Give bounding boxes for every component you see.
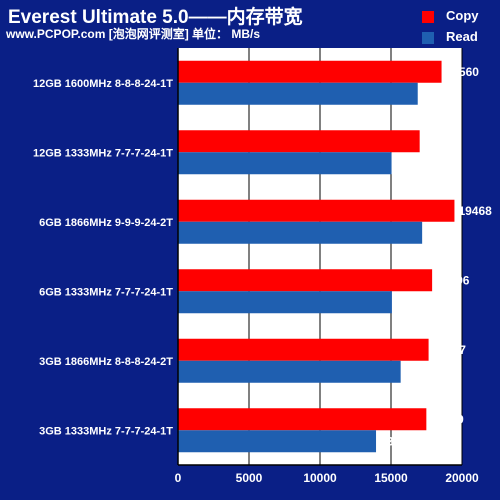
bar-read-1	[178, 152, 392, 175]
x-tick-label-4: 20000	[445, 471, 479, 485]
category-label-0: 12GB 1600MHz 8-8-8-24-1T	[33, 78, 173, 90]
legend: Copy Read	[422, 8, 498, 50]
category-label-2: 6GB 1866MHz 9-9-9-24-2T	[39, 217, 173, 229]
legend-label-copy: Copy	[446, 8, 479, 23]
x-tick-label-0: 0	[175, 471, 182, 485]
bar-copy-1	[178, 130, 420, 153]
category-label-3: 6GB 1333MHz 7-7-7-24-1T	[39, 286, 173, 298]
legend-swatch-copy	[422, 11, 434, 23]
x-tick-label-2: 10000	[303, 471, 337, 485]
bar-read-5	[178, 430, 377, 453]
bar-copy-2	[178, 199, 455, 222]
x-tick-label-1: 5000	[236, 471, 263, 485]
value-label-copy-1: 17019	[424, 134, 458, 148]
value-label-copy-5: 17489	[430, 412, 464, 426]
bar-copy-3	[178, 269, 433, 292]
bar-read-4	[178, 360, 401, 383]
value-label-read-5: 13946	[380, 434, 414, 448]
bar-read-2	[178, 221, 423, 244]
value-label-copy-2: 19468	[458, 204, 492, 218]
value-label-copy-0: 18560	[446, 65, 480, 79]
bar-copy-0	[178, 60, 442, 83]
value-label-read-4: 15680	[405, 365, 439, 379]
category-label-1: 12GB 1333MHz 7-7-7-24-1T	[33, 147, 173, 159]
bar-read-0	[178, 82, 418, 105]
legend-item-read: Read	[422, 29, 498, 50]
value-label-copy-4: 17647	[433, 343, 467, 357]
legend-swatch-read	[422, 32, 434, 44]
value-label-read-0: 16882	[422, 87, 456, 101]
value-label-read-1: 15039	[396, 156, 430, 170]
bar-copy-4	[178, 338, 429, 361]
legend-label-read: Read	[446, 29, 478, 44]
bar-copy-5	[178, 408, 427, 431]
bar-read-3	[178, 291, 392, 314]
chart-subtitle: www.PCPOP.com [泡泡网评测室] 单位： MB/s	[6, 27, 261, 41]
value-label-read-3: 15065	[396, 295, 430, 309]
legend-item-copy: Copy	[422, 8, 498, 29]
chart-title: Everest Ultimate 5.0——内存带宽	[8, 7, 303, 28]
category-label-5: 3GB 1333MHz 7-7-7-24-1T	[39, 425, 173, 437]
category-label-4: 3GB 1866MHz 8-8-8-24-2T	[39, 356, 173, 368]
value-label-copy-3: 17896	[436, 273, 470, 287]
value-label-read-2: 17193	[426, 226, 460, 240]
x-tick-label-3: 15000	[374, 471, 408, 485]
